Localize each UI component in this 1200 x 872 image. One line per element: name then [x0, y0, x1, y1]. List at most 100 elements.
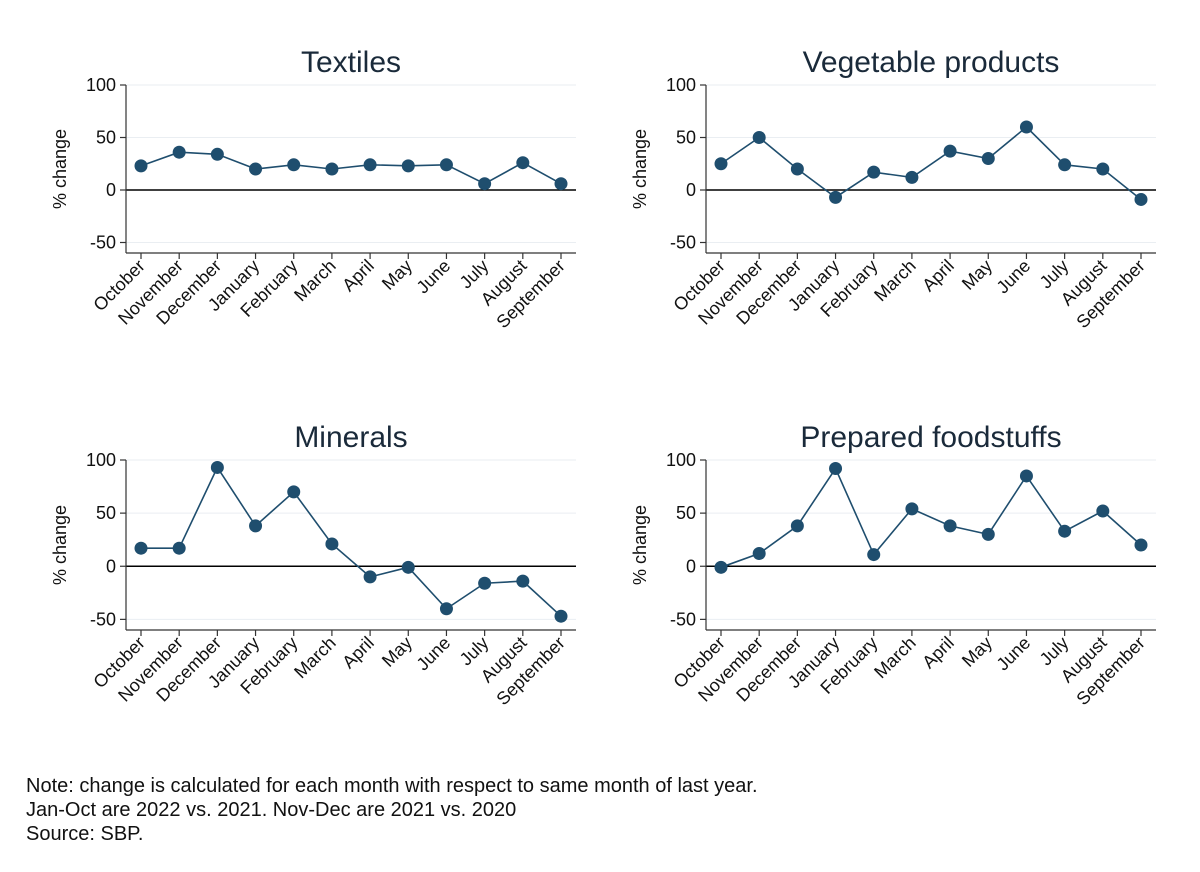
- data-point: [134, 541, 148, 555]
- data-point: [439, 158, 453, 172]
- x-tick-label: June: [413, 633, 455, 675]
- y-tick-label: 100: [86, 450, 116, 470]
- chart-panel: 100500-50OctoberNovemberDecemberJanuaryF…: [630, 46, 1156, 332]
- y-tick-label: 100: [666, 450, 696, 470]
- chart-title: Vegetable products: [803, 46, 1060, 79]
- note-line: Jan-Oct are 2022 vs. 2021. Nov-Dec are 2…: [26, 799, 517, 821]
- x-tick-label: May: [958, 256, 996, 294]
- data-point: [943, 144, 957, 158]
- y-tick-label: 50: [96, 128, 116, 148]
- chart-panel: 100500-50OctoberNovemberDecemberJanuaryF…: [50, 46, 576, 332]
- data-point: [829, 462, 843, 475]
- data-point: [790, 519, 804, 533]
- data-point: [714, 157, 728, 171]
- figure-panels: 100500-50OctoberNovemberDecemberJanuaryF…: [50, 46, 1156, 709]
- series-line: [141, 465, 562, 617]
- data-point: [1019, 120, 1033, 134]
- data-point: [172, 145, 186, 159]
- chart-panel: 100500-50OctoberNovemberDecemberJanuaryF…: [630, 421, 1156, 709]
- data-point: [829, 190, 843, 204]
- data-point: [981, 152, 995, 165]
- data-point: [752, 131, 766, 144]
- data-point: [516, 574, 530, 588]
- y-tick-label: 0: [106, 556, 116, 576]
- y-tick-label: -50: [90, 609, 116, 629]
- x-tick-label: April: [338, 256, 378, 296]
- data-point: [905, 170, 919, 184]
- y-axis-label: % change: [630, 129, 650, 209]
- y-tick-label: -50: [90, 233, 116, 253]
- x-tick-label: March: [290, 256, 340, 306]
- x-tick-label: June: [413, 256, 455, 298]
- x-tick-label: June: [993, 633, 1035, 675]
- x-tick-label: March: [870, 633, 920, 683]
- data-point: [1019, 469, 1033, 483]
- y-axis-label: % change: [630, 505, 650, 585]
- data-point: [1134, 192, 1148, 206]
- data-point: [325, 162, 339, 176]
- data-point: [943, 519, 957, 533]
- y-tick-label: 50: [676, 128, 696, 148]
- y-tick-label: 100: [666, 75, 696, 95]
- data-point: [478, 177, 492, 191]
- note-line: Note: change is calculated for each mont…: [26, 775, 758, 797]
- x-tick-label: April: [918, 256, 958, 296]
- y-axis-label: % change: [50, 129, 70, 209]
- y-tick-label: -50: [670, 233, 696, 253]
- data-point: [554, 609, 568, 623]
- data-point: [210, 460, 224, 474]
- data-point: [249, 519, 263, 533]
- data-point: [1096, 504, 1110, 518]
- y-tick-label: -50: [670, 609, 696, 629]
- chart-title: Prepared foodstuffs: [800, 421, 1061, 454]
- x-tick-label: May: [378, 633, 416, 671]
- x-tick-label: May: [378, 256, 416, 294]
- data-point: [981, 527, 995, 541]
- y-tick-label: 0: [686, 556, 696, 576]
- data-point: [554, 177, 568, 191]
- y-axis-label: % change: [50, 505, 70, 585]
- y-tick-label: 100: [86, 75, 116, 95]
- data-point: [401, 159, 415, 173]
- x-tick-label: May: [958, 633, 996, 671]
- y-tick-label: 0: [686, 180, 696, 200]
- data-point: [287, 158, 301, 172]
- data-point: [325, 537, 339, 551]
- data-point: [363, 570, 377, 584]
- series-line: [720, 466, 1142, 569]
- data-point: [790, 162, 804, 176]
- data-point: [134, 159, 148, 173]
- x-tick-label: June: [993, 256, 1035, 298]
- data-point: [1058, 158, 1072, 172]
- data-point: [210, 147, 224, 161]
- data-point: [249, 162, 263, 176]
- x-tick-label: March: [870, 256, 920, 306]
- data-point: [905, 502, 919, 516]
- data-point: [1096, 162, 1110, 176]
- data-point: [714, 560, 728, 574]
- data-point: [363, 158, 377, 172]
- data-point: [867, 548, 881, 562]
- note-line: Source: SBP.: [26, 823, 144, 845]
- data-point: [172, 541, 186, 555]
- chart-title: Minerals: [294, 421, 407, 454]
- y-tick-label: 50: [96, 503, 116, 523]
- data-point: [401, 560, 415, 574]
- data-point: [478, 576, 492, 590]
- data-point: [867, 165, 881, 179]
- y-tick-label: 50: [676, 503, 696, 523]
- data-point: [1134, 538, 1148, 552]
- data-point: [1058, 524, 1072, 538]
- chart-title: Textiles: [301, 46, 401, 79]
- data-point: [516, 156, 530, 170]
- x-tick-label: April: [338, 633, 378, 673]
- x-tick-label: March: [290, 633, 340, 683]
- data-point: [752, 547, 766, 560]
- data-point: [287, 485, 301, 499]
- x-tick-label: April: [918, 633, 958, 673]
- data-point: [439, 602, 453, 616]
- y-tick-label: 0: [106, 180, 116, 200]
- chart-panel: 100500-50OctoberNovemberDecemberJanuaryF…: [50, 421, 576, 709]
- figure-notes: Note: change is calculated for each mont…: [26, 774, 758, 846]
- series-line: [140, 151, 562, 185]
